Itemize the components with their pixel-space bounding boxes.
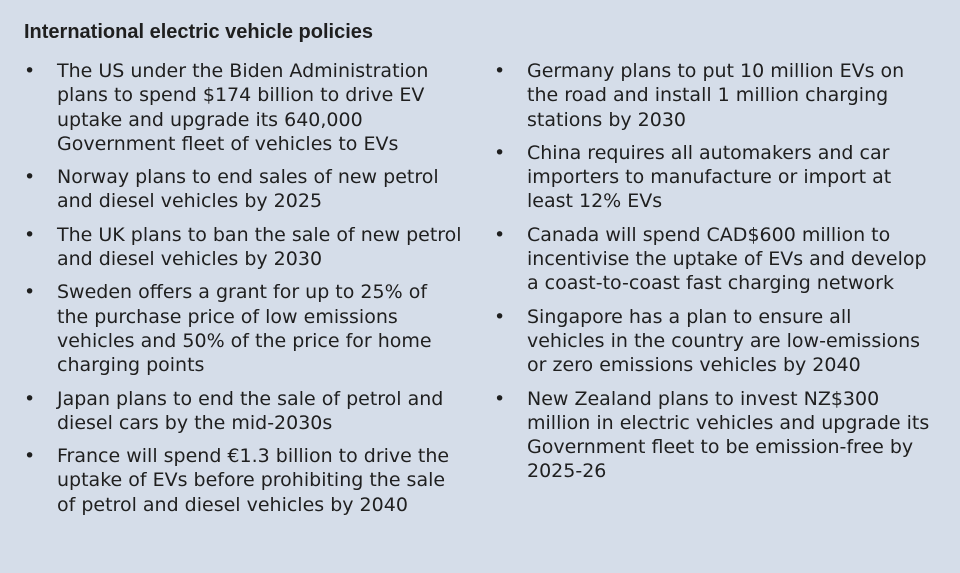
bullet-icon: • [24, 281, 36, 304]
policy-item: • Sweden offers a grant for up to 25% of… [24, 280, 464, 377]
bullet-icon: • [24, 166, 36, 189]
bullet-icon: • [24, 223, 36, 246]
panel-title: International electric vehicle policies [24, 21, 374, 43]
policy-text-germany: Germany plans to put 10 million EVs on t… [527, 60, 905, 131]
bullet-icon: • [24, 60, 36, 82]
policy-text-japan: Japan plans to end the sale of petrol an… [57, 387, 444, 434]
policy-item: • Norway plans to end sales of new petro… [24, 165, 464, 214]
policy-text-new-zealand: New Zealand plans to invest NZ$300 milli… [527, 387, 930, 483]
bullet-icon: • [494, 60, 506, 82]
policy-item: • China requires all automakers and car … [494, 141, 934, 214]
policy-text-us: The US under the Biden Administration pl… [57, 60, 429, 155]
policy-list-right: • Germany plans to put 10 million EVs on… [494, 59, 934, 493]
policy-text-uk: The UK plans to ban the sale of new petr… [57, 223, 462, 271]
policy-text-singapore: Singapore has a plan to ensure all vehic… [527, 305, 921, 377]
policy-text-france: France will spend €1.3 billion to drive … [57, 445, 450, 516]
policy-item: • The US under the Biden Administration … [24, 59, 464, 156]
policy-text-canada: Canada will spend CAD$600 million to inc… [527, 223, 927, 295]
bullet-icon: • [24, 387, 36, 410]
policy-list-left: • The US under the Biden Administration … [24, 59, 464, 526]
policy-item: • France will spend €1.3 billion to driv… [24, 444, 464, 517]
bullet-icon: • [494, 141, 506, 164]
policy-text-sweden: Sweden offers a grant for up to 25% of t… [57, 281, 432, 377]
bullet-icon: • [24, 445, 36, 468]
bullet-icon: • [494, 387, 506, 410]
bullet-icon: • [494, 223, 506, 246]
policy-item: • Canada will spend CAD$600 million to i… [494, 223, 934, 296]
policy-item: • Germany plans to put 10 million EVs on… [494, 59, 934, 132]
policy-item: • Singapore has a plan to ensure all veh… [494, 305, 934, 378]
policy-text-norway: Norway plans to end sales of new petrol … [57, 166, 439, 213]
bullet-icon: • [494, 305, 506, 328]
policy-text-china: China requires all automakers and car im… [527, 141, 892, 213]
policy-item: • The UK plans to ban the sale of new pe… [24, 223, 464, 272]
policy-item: • Japan plans to end the sale of petrol … [24, 387, 464, 436]
policy-item: • New Zealand plans to invest NZ$300 mil… [494, 387, 934, 484]
